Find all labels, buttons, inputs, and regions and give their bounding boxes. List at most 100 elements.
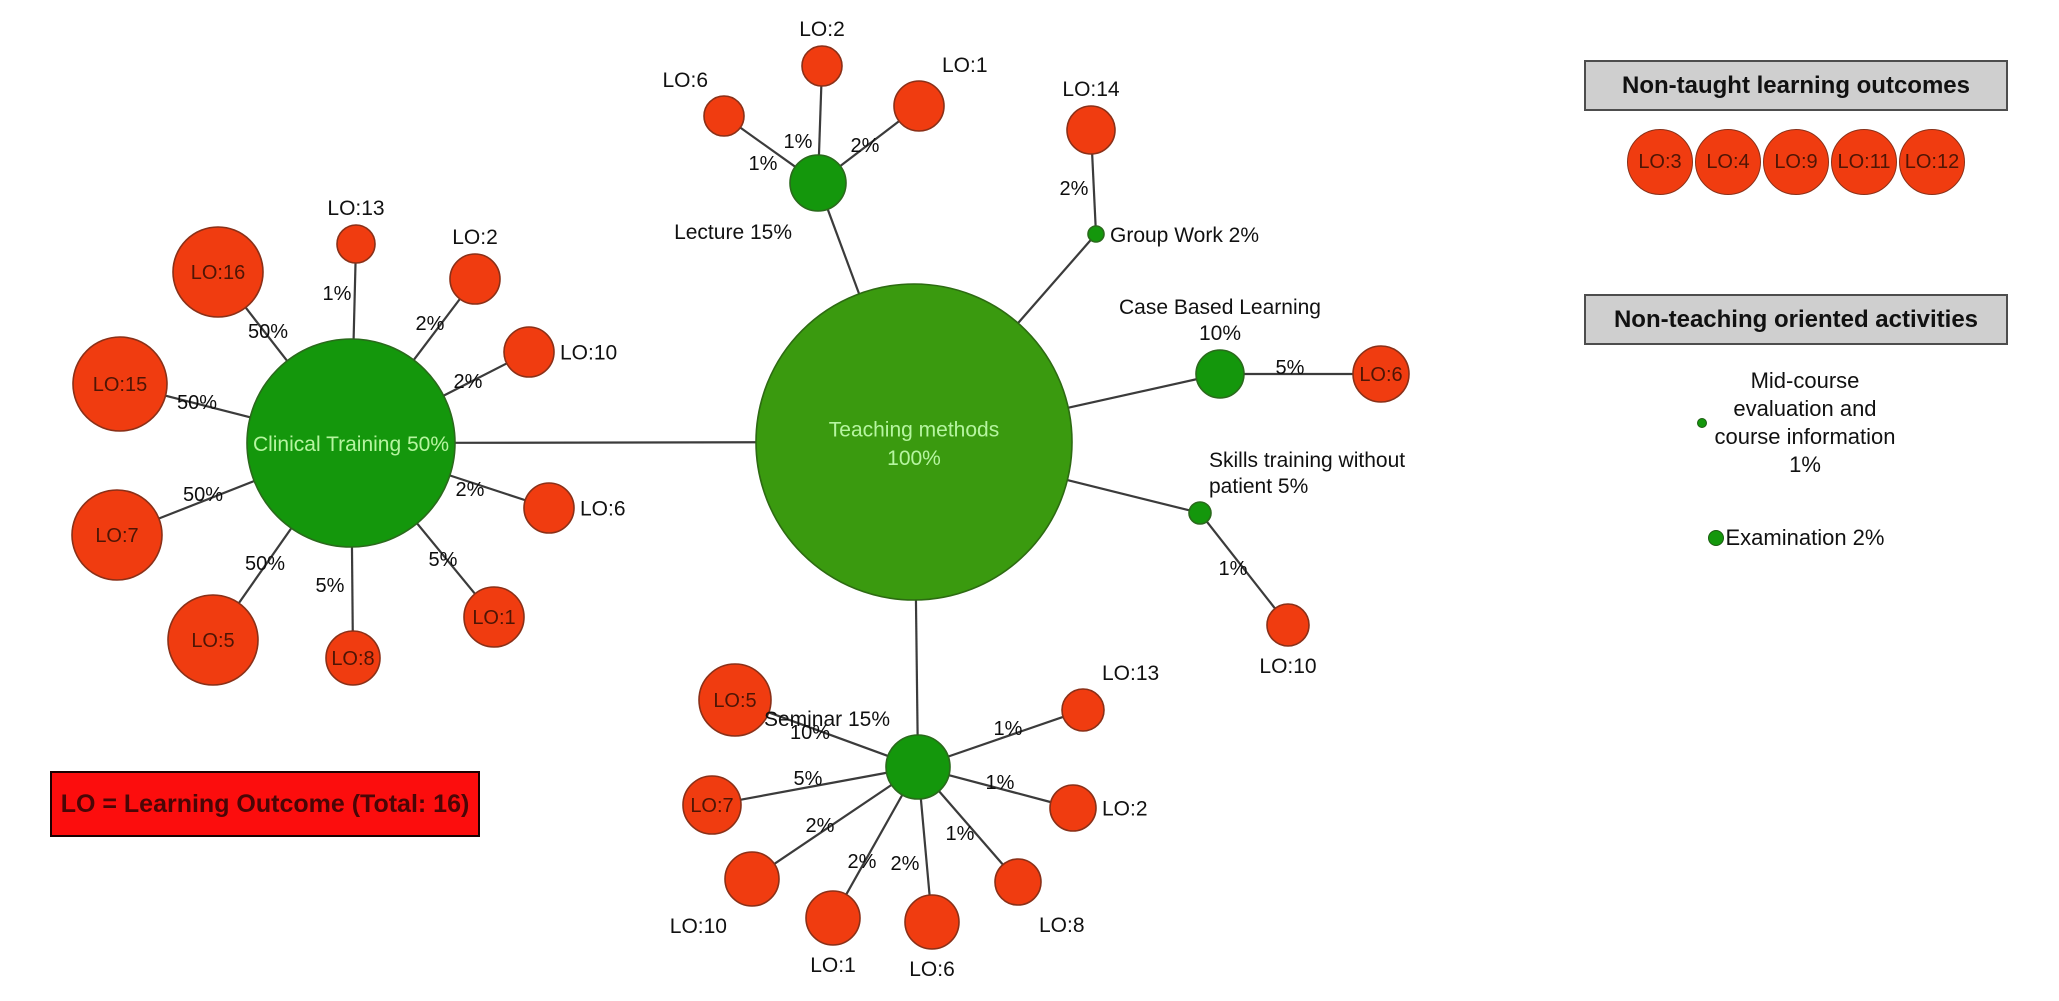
lo-node-sem-lo5[interactable]	[698, 663, 772, 737]
lo-node-ct-lo8[interactable]	[325, 630, 381, 686]
method-node-seminar[interactable]	[885, 734, 951, 800]
node-label-ct-lo8: LO:8	[331, 648, 374, 670]
node-label-line: LO:7	[95, 525, 138, 547]
edge-teaching-to-skills	[1066, 478, 1191, 512]
node-label-line: LO:5	[713, 690, 756, 712]
edge-seminar-to-sem-lo2	[947, 773, 1053, 804]
lo-node-ct-lo10[interactable]	[503, 326, 555, 378]
lo-key-box: LO = Learning Outcome (Total: 16)	[50, 771, 480, 837]
node-label-line: Group Work 2%	[1110, 224, 1259, 247]
edge-label: 2%	[851, 135, 880, 157]
node-label-lecture: Lecture 15%	[674, 221, 792, 244]
legend-lo-chip: LO:12	[1899, 129, 1965, 196]
lo-node-sem-lo2[interactable]	[1049, 784, 1097, 832]
lo-node-sem-lo1[interactable]	[805, 890, 861, 946]
node-label-line: LO:2	[799, 18, 845, 41]
edge-label: 2%	[806, 815, 835, 837]
node-label-lec-lo6: LO:6	[662, 69, 708, 92]
node-label-ct-lo15: LO:15	[93, 374, 147, 396]
edge-teaching-to-clinical	[453, 441, 758, 444]
method-node-teaching[interactable]	[755, 283, 1073, 601]
lo-node-gw-lo14[interactable]	[1066, 105, 1116, 155]
node-label-sem-lo5: LO:5	[713, 690, 756, 712]
node-label-line: 100%	[887, 447, 941, 470]
lo-node-ct-lo15[interactable]	[72, 336, 168, 432]
lo-node-ct-lo5[interactable]	[167, 594, 259, 686]
node-label-ct-lo10: LO:10	[560, 342, 617, 365]
lo-node-sem-lo8[interactable]	[994, 858, 1042, 906]
legend-lo-chip: LO:4	[1695, 129, 1761, 196]
edge-skills-to-sk-lo10	[1205, 520, 1277, 610]
edge-label: 50%	[248, 321, 288, 343]
node-label-lec-lo2: LO:2	[799, 18, 845, 41]
node-label-cbl: Case Based Learning 10%	[1119, 296, 1321, 345]
edge-label: 1%	[784, 131, 813, 153]
node-label-line: LO:10	[560, 342, 617, 365]
edge-label: 10%	[790, 722, 830, 744]
edge-seminar-to-sem-lo7	[739, 771, 888, 802]
legend-non-taught-header: Non-taught learning outcomes	[1584, 60, 2008, 112]
node-label-seminar: Seminar 15%	[764, 708, 890, 731]
node-label-line: Teaching methods	[829, 418, 999, 441]
edge-label: 2%	[416, 313, 445, 335]
lo-node-sem-lo7[interactable]	[682, 775, 742, 835]
edge-seminar-to-sem-lo8	[937, 789, 1005, 867]
activity-line: 1%	[1789, 452, 1821, 477]
lo-node-sem-lo10[interactable]	[724, 851, 780, 907]
node-label-ct-lo7: LO:7	[95, 525, 138, 547]
edge-label: 1%	[986, 772, 1015, 794]
edge-label: 50%	[245, 553, 285, 575]
edge-clinical-to-ct-lo16	[244, 306, 289, 363]
edge-label: 1%	[994, 718, 1023, 740]
node-label-line: LO:10	[670, 915, 727, 938]
lo-node-ct-lo13[interactable]	[336, 224, 376, 264]
node-label-ct-lo13: LO:13	[327, 197, 384, 220]
node-label-line: LO:5	[191, 630, 234, 652]
method-node-clinical[interactable]	[246, 338, 456, 548]
activity-examination-row: Examination 2%	[1584, 525, 2008, 551]
lo-node-ct-lo16[interactable]	[172, 226, 264, 318]
lo-node-ct-lo7[interactable]	[71, 489, 163, 581]
green-dot-icon	[1696, 418, 1707, 429]
node-label-line: LO:6	[662, 69, 708, 92]
edge-clinical-to-ct-lo15	[164, 394, 252, 419]
lo-node-lec-lo6[interactable]	[703, 95, 745, 137]
lo-node-cbl-lo6[interactable]	[1352, 345, 1410, 403]
lo-node-sk-lo10[interactable]	[1266, 603, 1310, 647]
method-node-groupwork[interactable]	[1087, 225, 1105, 243]
node-label-line: LO:14	[1062, 78, 1120, 101]
legend-non-teaching-panel: Non-teaching oriented activities Mid-cou…	[1584, 294, 2008, 551]
node-label-line: Case Based Learning	[1119, 296, 1321, 319]
node-label-line: Skills training without	[1209, 449, 1405, 472]
node-label-gw-lo14: LO:14	[1062, 78, 1120, 101]
legend-non-taught-panel: Non-taught learning outcomes LO:3 LO:4 L…	[1584, 60, 2008, 196]
edge-clinical-to-ct-lo8	[350, 545, 354, 633]
lo-node-ct-lo2[interactable]	[449, 253, 501, 305]
node-label-skills: Skills training without patient 5%	[1209, 449, 1405, 498]
node-label-sem-lo2: LO:2	[1102, 798, 1148, 821]
lo-node-lec-lo1[interactable]	[893, 80, 945, 132]
lo-node-ct-lo6[interactable]	[523, 482, 575, 534]
node-label-ct-lo6: LO:6	[580, 498, 626, 521]
lo-node-sem-lo13[interactable]	[1061, 688, 1105, 732]
edge-label: 50%	[183, 484, 223, 506]
lo-node-sem-lo6[interactable]	[904, 894, 960, 950]
node-label-line: LO:13	[1102, 662, 1159, 685]
method-node-lecture[interactable]	[789, 154, 847, 212]
edge-teaching-to-groupwork	[1016, 238, 1093, 325]
node-label-sem-lo6: LO:6	[909, 958, 955, 981]
node-label-sem-lo10: LO:10	[670, 915, 727, 938]
lo-node-ct-lo1[interactable]	[463, 586, 525, 648]
node-label-line: LO:1	[810, 954, 856, 977]
nodes-layer	[71, 45, 1410, 950]
method-node-cbl[interactable]	[1195, 349, 1245, 399]
node-label-line: LO:8	[331, 648, 374, 670]
edge-lecture-to-lec-lo1	[838, 119, 901, 168]
edge-label: 1%	[1219, 558, 1248, 580]
method-node-skills[interactable]	[1188, 501, 1212, 525]
node-label-line: LO:6	[909, 958, 955, 981]
lo-node-lec-lo2[interactable]	[801, 45, 843, 87]
node-label-groupwork: Group Work 2%	[1110, 224, 1259, 247]
node-label-line: Seminar 15%	[764, 708, 890, 731]
